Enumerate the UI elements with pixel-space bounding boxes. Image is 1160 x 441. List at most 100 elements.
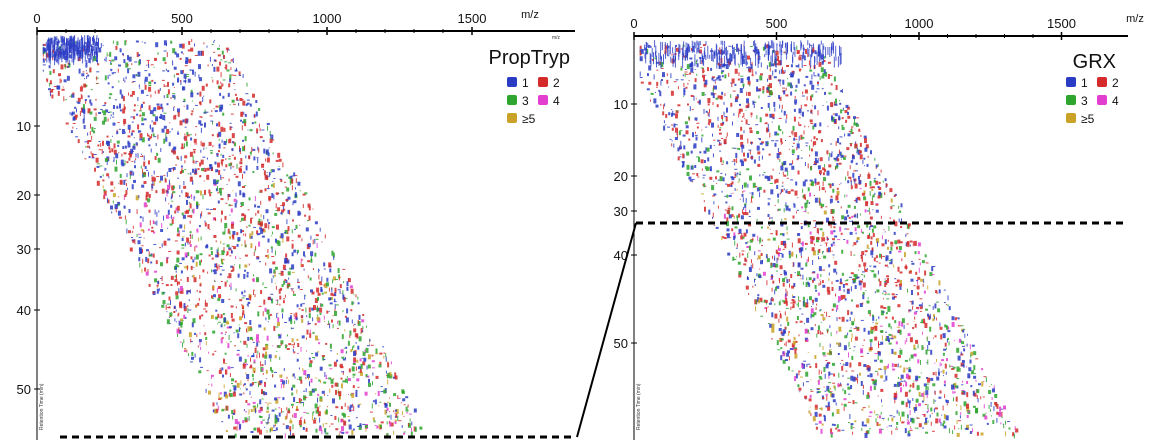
data-point xyxy=(934,316,935,320)
data-point xyxy=(218,121,221,127)
data-point xyxy=(255,346,258,348)
data-point xyxy=(232,103,236,105)
data-point xyxy=(300,346,302,352)
data-point xyxy=(983,404,985,409)
data-point xyxy=(899,378,902,381)
data-point xyxy=(342,268,346,270)
data-point xyxy=(819,228,823,231)
data-point xyxy=(841,117,844,120)
data-point xyxy=(800,157,803,159)
data-point xyxy=(807,110,809,112)
data-point xyxy=(817,390,821,393)
data-point xyxy=(165,68,167,71)
data-point xyxy=(191,351,194,356)
data-point xyxy=(749,210,751,213)
data-point xyxy=(72,38,74,47)
data-point xyxy=(176,205,180,211)
data-point xyxy=(916,285,920,290)
data-point xyxy=(163,84,165,87)
data-point xyxy=(850,375,854,381)
data-point xyxy=(679,130,683,132)
data-point xyxy=(220,218,222,223)
data-point xyxy=(830,243,833,247)
data-point xyxy=(890,326,892,330)
data-point xyxy=(331,250,334,256)
data-point xyxy=(53,39,55,49)
data-point xyxy=(899,365,902,368)
data-point xyxy=(749,192,751,194)
data-point xyxy=(855,170,858,172)
data-point xyxy=(263,169,264,171)
data-point xyxy=(928,305,931,307)
data-point xyxy=(184,135,188,141)
data-point xyxy=(797,238,801,244)
data-point xyxy=(717,124,719,128)
data-point xyxy=(665,124,667,126)
data-point xyxy=(116,159,117,165)
data-point xyxy=(186,255,187,258)
data-point xyxy=(48,88,51,91)
data-point xyxy=(849,362,852,368)
data-point xyxy=(723,111,725,116)
data-point xyxy=(326,406,328,408)
data-point xyxy=(361,358,363,359)
data-point xyxy=(260,421,263,424)
data-point xyxy=(259,429,262,435)
data-point xyxy=(858,180,862,185)
data-point xyxy=(702,174,706,176)
data-point xyxy=(684,73,686,78)
data-point xyxy=(791,70,795,74)
data-point xyxy=(663,104,665,110)
data-point xyxy=(112,116,115,118)
data-point xyxy=(780,189,782,194)
data-point xyxy=(727,252,731,256)
data-point xyxy=(889,251,892,254)
data-point xyxy=(746,61,748,65)
data-point xyxy=(308,391,312,393)
data-point xyxy=(209,228,211,230)
data-point xyxy=(730,185,733,187)
data-point xyxy=(296,304,299,308)
data-point xyxy=(779,253,783,254)
data-point xyxy=(228,163,232,167)
data-point xyxy=(406,412,409,414)
data-point xyxy=(684,121,688,125)
data-point xyxy=(747,152,749,158)
data-point xyxy=(235,306,237,309)
data-point xyxy=(901,411,905,417)
data-point xyxy=(254,294,256,297)
data-point xyxy=(151,183,154,189)
data-point xyxy=(231,410,234,414)
data-point xyxy=(789,74,791,75)
data-point xyxy=(275,285,277,290)
data-point xyxy=(256,354,258,359)
data-point xyxy=(682,74,684,77)
data-point xyxy=(315,377,318,379)
data-point xyxy=(197,345,199,348)
data-point xyxy=(152,291,155,294)
data-point xyxy=(295,317,298,321)
data-point xyxy=(315,238,319,240)
data-point xyxy=(647,44,651,48)
data-point xyxy=(925,390,929,396)
data-point xyxy=(702,44,706,47)
data-point xyxy=(731,181,734,185)
data-point xyxy=(86,70,87,72)
data-point xyxy=(352,376,355,378)
data-point xyxy=(758,95,760,99)
data-point xyxy=(239,264,241,268)
data-point xyxy=(199,283,202,287)
data-point xyxy=(813,136,816,140)
data-point xyxy=(829,184,832,189)
data-point xyxy=(355,392,358,397)
data-point xyxy=(893,264,895,268)
data-point xyxy=(172,216,175,219)
data-point xyxy=(228,298,231,300)
data-point xyxy=(310,251,314,257)
data-point xyxy=(261,389,263,395)
data-point xyxy=(221,162,223,167)
data-point xyxy=(386,421,388,425)
data-point xyxy=(219,273,222,276)
data-point xyxy=(254,249,256,253)
data-point xyxy=(721,138,724,139)
